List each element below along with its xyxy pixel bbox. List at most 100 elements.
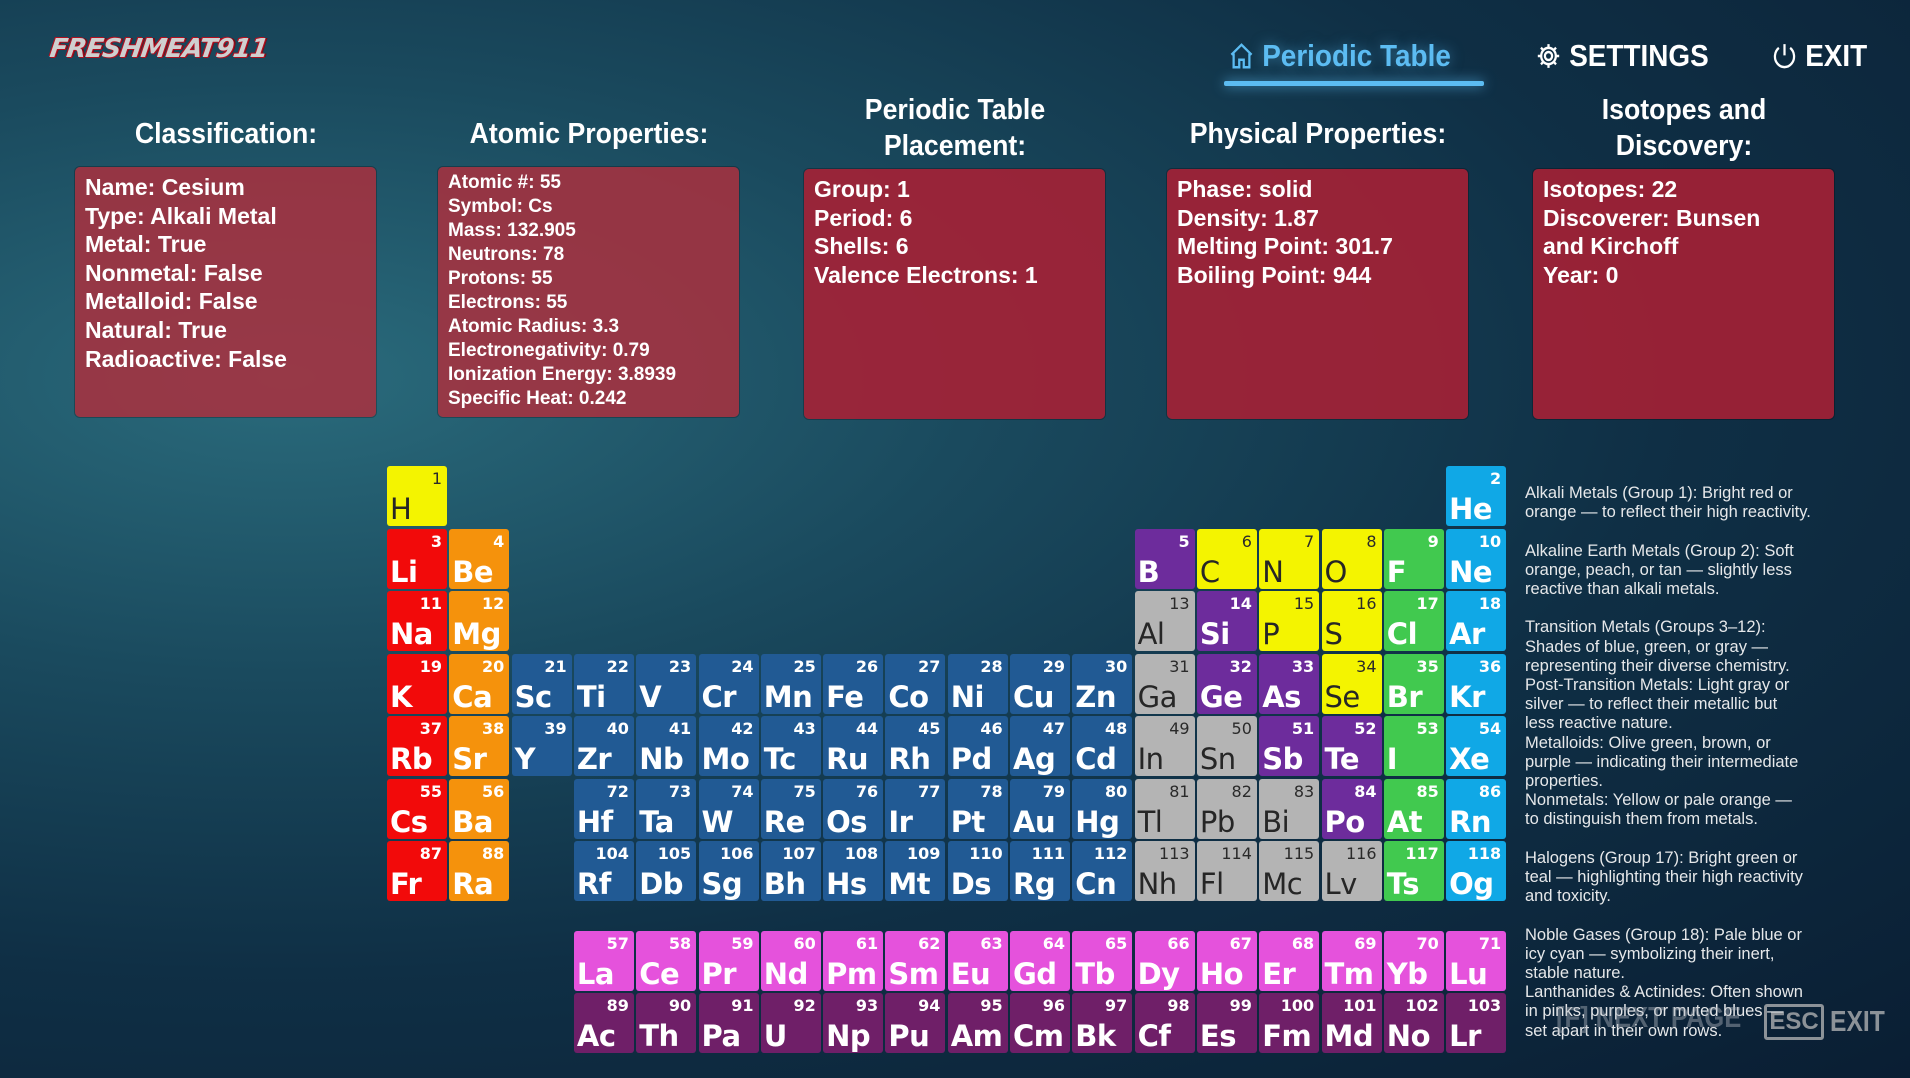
element-sn[interactable]: 50 Sn (1196, 716, 1257, 776)
element-mt[interactable]: 109 Mt (885, 841, 946, 901)
element-fr[interactable]: 87 Fr (387, 841, 447, 901)
element-ho[interactable]: 67 Ho (1196, 931, 1257, 991)
element-s[interactable]: 16 S (1321, 591, 1382, 651)
element-gd[interactable]: 64 Gd (1010, 931, 1070, 991)
element-rn[interactable]: 86 Rn (1446, 778, 1507, 839)
element-as[interactable]: 33 As (1259, 653, 1320, 714)
element-rg[interactable]: 111 Rg (1010, 841, 1070, 901)
element-tm[interactable]: 69 Tm (1321, 931, 1382, 991)
element-bh[interactable]: 107 Bh (760, 841, 821, 901)
element-rf[interactable]: 104 Rf (573, 841, 634, 901)
element-pt[interactable]: 78 Pt (947, 778, 1008, 839)
element-dy[interactable]: 66 Dy (1134, 931, 1195, 991)
element-cd[interactable]: 48 Cd (1072, 716, 1133, 776)
element-mc[interactable]: 115 Mc (1259, 841, 1320, 901)
element-rh[interactable]: 45 Rh (885, 716, 946, 776)
element-ts[interactable]: 117 Ts (1383, 841, 1444, 901)
element-tc[interactable]: 43 Tc (760, 716, 821, 776)
element-mg[interactable]: 12 Mg (449, 591, 510, 651)
element-w[interactable]: 74 W (698, 778, 759, 839)
element-nd[interactable]: 60 Nd (760, 931, 821, 991)
element-pa[interactable]: 91 Pa (698, 993, 759, 1054)
element-bi[interactable]: 83 Bi (1259, 778, 1320, 839)
nav-settings[interactable]: SETTINGS (1535, 34, 1709, 78)
element-no[interactable]: 102 No (1383, 993, 1444, 1054)
element-ge[interactable]: 32 Ge (1196, 653, 1257, 714)
element-am[interactable]: 95 Am (947, 993, 1008, 1054)
element-cl[interactable]: 17 Cl (1383, 591, 1444, 651)
element-pb[interactable]: 82 Pb (1196, 778, 1257, 839)
element-cf[interactable]: 98 Cf (1134, 993, 1195, 1054)
element-i[interactable]: 53 I (1383, 716, 1444, 776)
element-eu[interactable]: 63 Eu (947, 931, 1008, 991)
exit-hint[interactable]: EXIT (1830, 1006, 1885, 1038)
element-th[interactable]: 90 Th (636, 993, 697, 1054)
element-mo[interactable]: 42 Mo (698, 716, 759, 776)
element-bk[interactable]: 97 Bk (1072, 993, 1133, 1054)
element-fl[interactable]: 114 Fl (1196, 841, 1257, 901)
element-k[interactable]: 19 K (387, 653, 447, 714)
element-ne[interactable]: 10 Ne (1446, 528, 1507, 589)
element-sb[interactable]: 51 Sb (1259, 716, 1320, 776)
element-rb[interactable]: 37 Rb (387, 716, 447, 776)
element-u[interactable]: 92 U (760, 993, 821, 1054)
element-be[interactable]: 4 Be (449, 528, 510, 589)
element-cn[interactable]: 112 Cn (1072, 841, 1133, 901)
element-ga[interactable]: 31 Ga (1134, 653, 1195, 714)
element-cr[interactable]: 24 Cr (698, 653, 759, 714)
element-og[interactable]: 118 Og (1446, 841, 1507, 901)
element-lv[interactable]: 116 Lv (1321, 841, 1382, 901)
element-cu[interactable]: 29 Cu (1010, 653, 1070, 714)
element-pr[interactable]: 59 Pr (698, 931, 759, 991)
element-yb[interactable]: 70 Yb (1383, 931, 1444, 991)
element-he[interactable]: 2 He (1446, 466, 1507, 526)
element-db[interactable]: 105 Db (636, 841, 697, 901)
element-tb[interactable]: 65 Tb (1072, 931, 1133, 991)
element-ra[interactable]: 88 Ra (449, 841, 510, 901)
element-li[interactable]: 3 Li (387, 528, 447, 589)
element-ti[interactable]: 22 Ti (573, 653, 634, 714)
element-np[interactable]: 93 Np (823, 993, 884, 1054)
nav-periodic-table[interactable]: Periodic Table (1228, 34, 1451, 78)
element-os[interactable]: 76 Os (823, 778, 884, 839)
element-md[interactable]: 101 Md (1321, 993, 1382, 1054)
element-lu[interactable]: 71 Lu (1446, 931, 1507, 991)
element-co[interactable]: 27 Co (885, 653, 946, 714)
element-pu[interactable]: 94 Pu (885, 993, 946, 1054)
element-pd[interactable]: 46 Pd (947, 716, 1008, 776)
element-zn[interactable]: 30 Zn (1072, 653, 1133, 714)
element-ce[interactable]: 58 Ce (636, 931, 697, 991)
element-ru[interactable]: 44 Ru (823, 716, 884, 776)
element-re[interactable]: 75 Re (760, 778, 821, 839)
element-er[interactable]: 68 Er (1259, 931, 1320, 991)
element-tl[interactable]: 81 Tl (1134, 778, 1195, 839)
element-p[interactable]: 15 P (1259, 591, 1320, 651)
element-lr[interactable]: 103 Lr (1446, 993, 1507, 1054)
element-zr[interactable]: 40 Zr (573, 716, 634, 776)
element-ac[interactable]: 89 Ac (573, 993, 634, 1054)
element-pm[interactable]: 61 Pm (823, 931, 884, 991)
element-nh[interactable]: 113 Nh (1134, 841, 1195, 901)
element-ba[interactable]: 56 Ba (449, 778, 510, 839)
element-po[interactable]: 84 Po (1321, 778, 1382, 839)
element-cm[interactable]: 96 Cm (1010, 993, 1070, 1054)
element-al[interactable]: 13 Al (1134, 591, 1195, 651)
element-sc[interactable]: 21 Sc (511, 653, 572, 714)
element-br[interactable]: 35 Br (1383, 653, 1444, 714)
element-nb[interactable]: 41 Nb (636, 716, 697, 776)
element-xe[interactable]: 54 Xe (1446, 716, 1507, 776)
element-sm[interactable]: 62 Sm (885, 931, 946, 991)
element-la[interactable]: 57 La (573, 931, 634, 991)
element-fe[interactable]: 26 Fe (823, 653, 884, 714)
nav-exit[interactable]: EXIT (1771, 34, 1867, 78)
element-hs[interactable]: 108 Hs (823, 841, 884, 901)
element-ni[interactable]: 28 Ni (947, 653, 1008, 714)
next-page-hint[interactable]: [F] NEXT PAGE (1556, 1002, 1742, 1034)
element-ca[interactable]: 20 Ca (449, 653, 510, 714)
element-y[interactable]: 39 Y (511, 716, 572, 776)
